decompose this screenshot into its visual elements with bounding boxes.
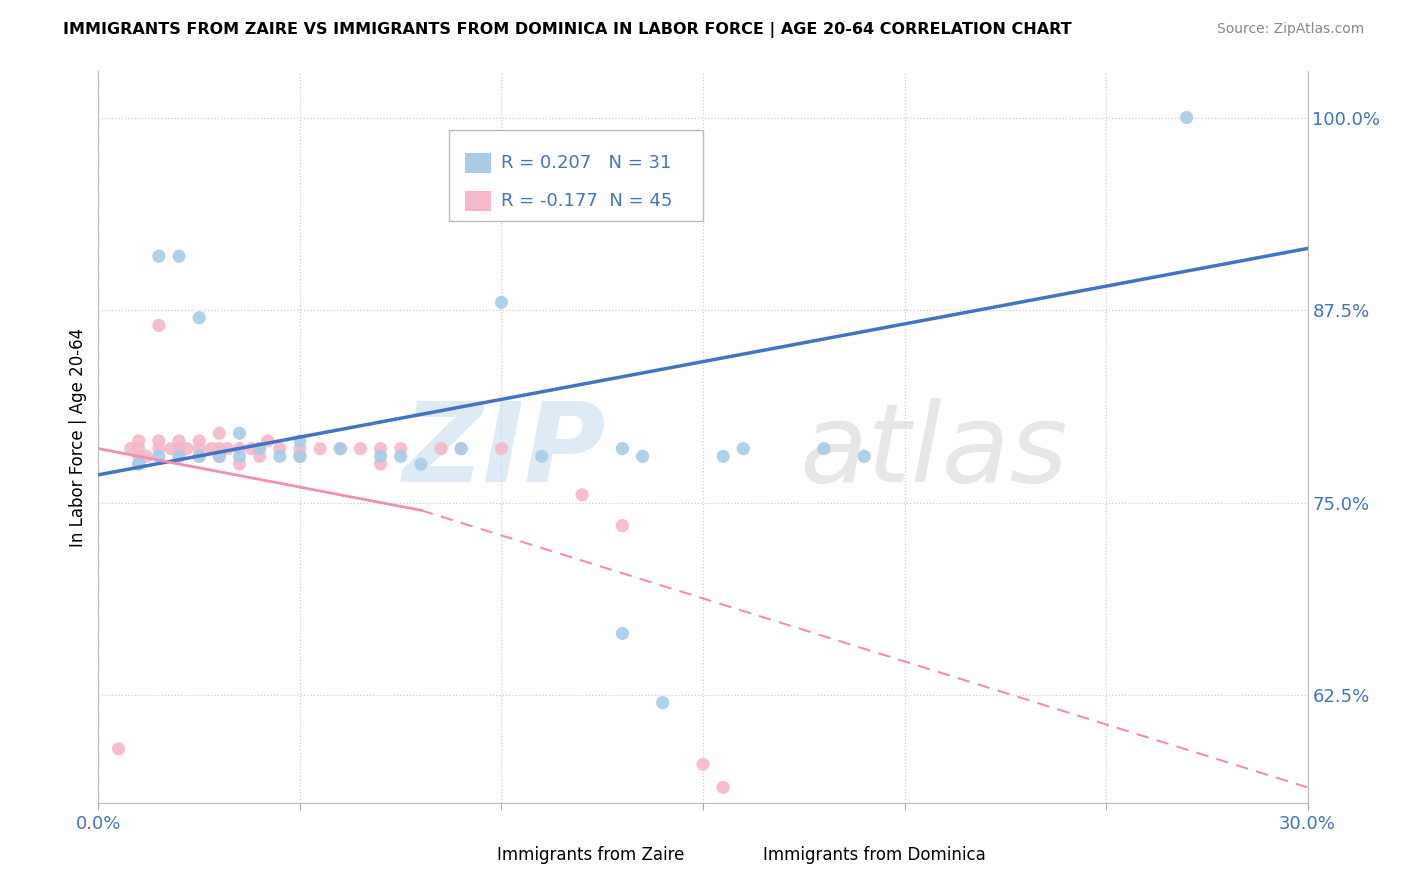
Point xyxy=(612,442,634,456)
Point xyxy=(128,442,150,456)
Point xyxy=(200,442,222,456)
Point xyxy=(692,757,714,772)
Point xyxy=(288,442,311,456)
Point xyxy=(228,450,250,464)
Point xyxy=(329,442,352,456)
Point xyxy=(269,450,291,464)
Point xyxy=(208,442,231,456)
Point xyxy=(612,518,634,533)
Text: Source: ZipAtlas.com: Source: ZipAtlas.com xyxy=(1216,22,1364,37)
Point xyxy=(389,442,412,456)
Point xyxy=(249,442,271,456)
Point xyxy=(853,450,876,464)
Point xyxy=(249,442,271,456)
Point xyxy=(240,442,263,456)
Point xyxy=(530,450,553,464)
Point xyxy=(148,434,170,448)
Point xyxy=(491,442,513,456)
Text: R = -0.177  N = 45: R = -0.177 N = 45 xyxy=(501,192,672,210)
Y-axis label: In Labor Force | Age 20-64: In Labor Force | Age 20-64 xyxy=(69,327,87,547)
Point xyxy=(571,488,593,502)
Point xyxy=(167,442,190,456)
Point xyxy=(409,457,432,471)
Point xyxy=(329,442,352,456)
Point xyxy=(135,450,157,464)
Point xyxy=(450,442,472,456)
Point xyxy=(167,434,190,448)
Point xyxy=(256,434,278,448)
FancyBboxPatch shape xyxy=(727,846,754,866)
Text: Immigrants from Dominica: Immigrants from Dominica xyxy=(763,847,986,864)
Point xyxy=(1175,111,1198,125)
Point xyxy=(167,450,190,464)
Point xyxy=(188,310,211,325)
Point xyxy=(148,318,170,333)
FancyBboxPatch shape xyxy=(465,153,492,173)
Point xyxy=(160,442,183,456)
FancyBboxPatch shape xyxy=(461,846,488,866)
Point xyxy=(128,434,150,448)
Point xyxy=(370,450,392,464)
Point xyxy=(711,780,734,795)
Point xyxy=(288,450,311,464)
Point xyxy=(148,249,170,263)
FancyBboxPatch shape xyxy=(449,130,703,221)
Text: Immigrants from Zaire: Immigrants from Zaire xyxy=(498,847,685,864)
Point xyxy=(148,450,170,464)
Point xyxy=(491,295,513,310)
Point xyxy=(128,450,150,464)
Text: ZIP: ZIP xyxy=(402,398,606,505)
Point xyxy=(228,442,250,456)
Text: R = 0.207   N = 31: R = 0.207 N = 31 xyxy=(501,154,672,172)
Point xyxy=(167,450,190,464)
Point xyxy=(631,450,654,464)
Point xyxy=(249,450,271,464)
Point xyxy=(208,442,231,456)
Point xyxy=(370,442,392,456)
FancyBboxPatch shape xyxy=(465,191,492,211)
Point xyxy=(188,450,211,464)
Point xyxy=(176,442,198,456)
Point xyxy=(612,626,634,640)
Point xyxy=(167,249,190,263)
Point xyxy=(651,696,673,710)
Point xyxy=(208,450,231,464)
Point xyxy=(208,450,231,464)
Point xyxy=(269,442,291,456)
Point xyxy=(288,434,311,448)
Point xyxy=(107,742,129,756)
Point xyxy=(188,450,211,464)
Point xyxy=(288,450,311,464)
Point xyxy=(370,457,392,471)
Point xyxy=(228,426,250,441)
Point xyxy=(188,434,211,448)
Point xyxy=(188,442,211,456)
Point xyxy=(217,442,239,456)
Point xyxy=(813,442,835,456)
Point xyxy=(389,450,412,464)
Point xyxy=(228,457,250,471)
Point xyxy=(128,457,150,471)
Point xyxy=(711,450,734,464)
Point xyxy=(148,442,170,456)
Point xyxy=(733,442,755,456)
Text: IMMIGRANTS FROM ZAIRE VS IMMIGRANTS FROM DOMINICA IN LABOR FORCE | AGE 20-64 COR: IMMIGRANTS FROM ZAIRE VS IMMIGRANTS FROM… xyxy=(63,22,1071,38)
Point xyxy=(430,442,453,456)
Point xyxy=(309,442,332,456)
Point xyxy=(450,442,472,456)
Point xyxy=(128,457,150,471)
Point xyxy=(120,442,142,456)
Text: atlas: atlas xyxy=(800,398,1069,505)
Point xyxy=(208,426,231,441)
Point xyxy=(349,442,371,456)
